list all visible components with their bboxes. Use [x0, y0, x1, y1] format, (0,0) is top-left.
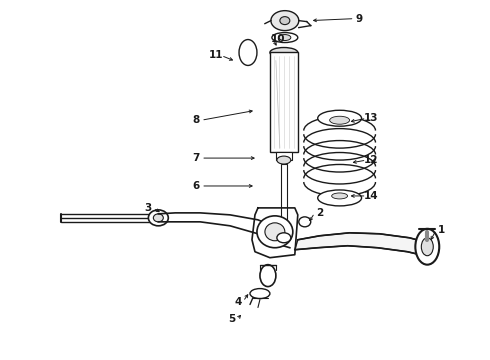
Ellipse shape [277, 233, 291, 243]
Text: 9: 9 [356, 14, 363, 24]
Ellipse shape [279, 35, 291, 41]
Text: 14: 14 [364, 191, 379, 201]
Bar [270, 53, 298, 152]
Text: 6: 6 [193, 181, 200, 191]
Text: 1: 1 [438, 225, 445, 235]
Text: 8: 8 [193, 115, 200, 125]
Ellipse shape [276, 226, 292, 238]
Ellipse shape [299, 217, 311, 227]
Text: 13: 13 [364, 113, 379, 123]
Ellipse shape [260, 265, 276, 287]
Text: 10: 10 [270, 33, 285, 44]
Polygon shape [295, 233, 424, 256]
Ellipse shape [318, 190, 362, 206]
Bar [276, 152, 292, 160]
Ellipse shape [332, 193, 347, 199]
Ellipse shape [250, 289, 270, 298]
Ellipse shape [148, 210, 168, 226]
Ellipse shape [416, 229, 439, 265]
Ellipse shape [271, 11, 299, 31]
Ellipse shape [277, 156, 291, 164]
Bar [281, 164, 287, 232]
Ellipse shape [153, 214, 163, 222]
Ellipse shape [257, 216, 293, 248]
Text: 7: 7 [193, 153, 200, 163]
Ellipse shape [280, 17, 290, 24]
Ellipse shape [239, 40, 257, 66]
Ellipse shape [421, 238, 433, 256]
Ellipse shape [270, 48, 298, 58]
Ellipse shape [330, 116, 349, 124]
Ellipse shape [265, 223, 285, 241]
Text: 11: 11 [209, 50, 223, 60]
Text: 4: 4 [234, 297, 242, 306]
Text: 12: 12 [364, 155, 379, 165]
Text: 5: 5 [228, 314, 236, 324]
Text: 3: 3 [145, 203, 152, 213]
Ellipse shape [318, 110, 362, 126]
Text: 2: 2 [316, 208, 323, 218]
Ellipse shape [272, 32, 298, 42]
